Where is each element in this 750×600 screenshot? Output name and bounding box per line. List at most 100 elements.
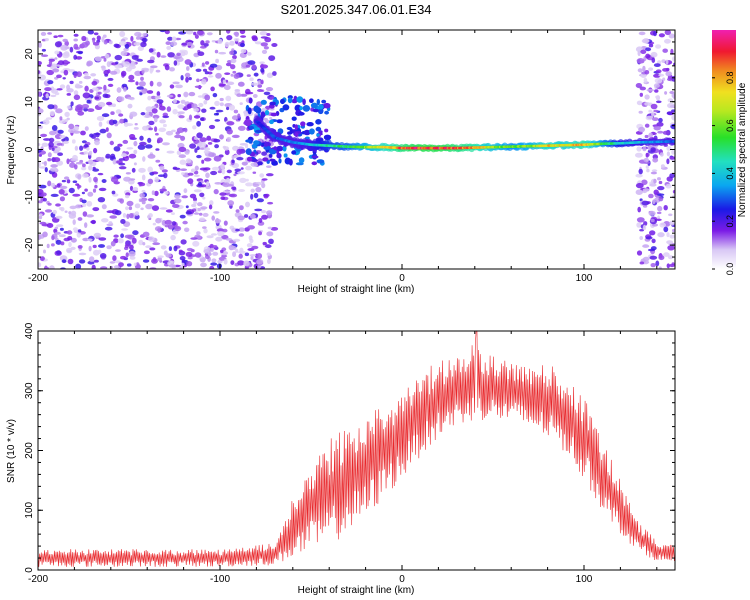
heatmap-noise-blob bbox=[145, 111, 150, 115]
heatmap-noise-blob bbox=[173, 98, 177, 104]
heatmap-noise-blob bbox=[38, 125, 43, 129]
heatmap-noise-blob bbox=[66, 247, 73, 254]
heatmap-noise-blob bbox=[107, 77, 114, 81]
heatmap-onset-blob bbox=[311, 155, 319, 159]
heatmap-noise-blob bbox=[138, 182, 146, 187]
heatmap-noise-blob bbox=[175, 84, 183, 89]
heatmap-noise-blob bbox=[166, 106, 172, 112]
heatmap-noise-blob bbox=[671, 93, 675, 98]
heatmap-noise-blob bbox=[666, 240, 673, 245]
heatmap-noise-blob bbox=[642, 244, 650, 248]
heatmap-noise-blob bbox=[81, 166, 87, 171]
heatmap-noise-blob bbox=[43, 249, 46, 254]
heatmap-noise-blob bbox=[93, 232, 102, 238]
heatmap-noise-blob bbox=[137, 33, 142, 38]
heatmap-noise-blob bbox=[74, 145, 79, 151]
heatmap-noise-blob bbox=[660, 164, 665, 169]
heatmap-noise-blob bbox=[256, 198, 264, 203]
heatmap-onset-blob bbox=[264, 110, 270, 116]
heatmap-noise-blob bbox=[53, 35, 58, 38]
heatmap-noise-blob bbox=[56, 143, 63, 146]
heatmap-noise-blob bbox=[252, 183, 260, 187]
heatmap-noise-blob bbox=[222, 190, 231, 193]
heatmap-noise-blob bbox=[132, 230, 139, 236]
heatmap-noise-blob bbox=[240, 49, 247, 54]
heatmap-noise-blob bbox=[121, 70, 127, 77]
heatmap-noise-blob bbox=[55, 215, 63, 219]
heatmap-noise-blob bbox=[658, 73, 665, 77]
heatmap-onset-blob bbox=[276, 119, 283, 124]
heatmap-noise-blob bbox=[141, 69, 145, 74]
heatmap-onset-blob bbox=[324, 128, 329, 133]
heatmap-noise-blob bbox=[129, 244, 134, 250]
heatmap-noise-blob bbox=[245, 165, 253, 171]
heatmap-noise-blob bbox=[98, 187, 107, 192]
heatmap-noise-blob bbox=[209, 200, 214, 206]
heatmap-noise-blob bbox=[152, 222, 157, 226]
heatmap-noise-blob bbox=[668, 33, 675, 39]
heatmap-noise-blob bbox=[68, 241, 72, 248]
heatmap-onset-blob bbox=[260, 99, 267, 105]
heatmap-noise-blob bbox=[114, 54, 123, 61]
heatmap-noise-blob bbox=[130, 35, 134, 42]
heatmap-noise-blob bbox=[76, 104, 83, 111]
heatmap-noise-blob bbox=[40, 133, 48, 138]
heatmap-noise-blob bbox=[196, 120, 202, 127]
heatmap-noise-blob bbox=[190, 168, 196, 173]
heatmap-noise-blob bbox=[142, 125, 149, 131]
heatmap-noise-blob bbox=[653, 178, 657, 184]
heatmap-noise-blob bbox=[72, 193, 81, 197]
heatmap-noise-blob bbox=[117, 143, 123, 147]
heatmap-noise-blob bbox=[42, 119, 50, 125]
heatmap-noise-blob bbox=[127, 96, 135, 100]
heatmap-noise-blob bbox=[64, 119, 68, 123]
heatmap-noise-blob bbox=[252, 171, 257, 174]
heatmap-noise-blob bbox=[179, 159, 187, 165]
heatmap-noise-blob bbox=[66, 88, 74, 93]
heatmap-noise-blob bbox=[645, 236, 653, 240]
heatmap-noise-blob bbox=[151, 205, 160, 212]
heatmap-noise-blob bbox=[243, 260, 250, 267]
heatmap-noise-blob bbox=[50, 94, 57, 98]
heatmap-noise-blob bbox=[635, 152, 643, 158]
heatmap-noise-blob bbox=[73, 72, 77, 79]
heatmap-noise-blob bbox=[267, 226, 272, 230]
heatmap-noise-blob bbox=[214, 182, 222, 185]
heatmap-noise-blob bbox=[140, 76, 144, 81]
heatmap-noise-blob bbox=[47, 158, 52, 162]
heatmap-noise-blob bbox=[217, 38, 223, 45]
heatmap-noise-blob bbox=[67, 236, 73, 241]
heatmap-noise-blob bbox=[77, 174, 82, 180]
heatmap-noise-blob bbox=[118, 162, 126, 166]
heatmap-noise-blob bbox=[169, 67, 175, 72]
heatmap-noise-blob bbox=[139, 92, 143, 96]
heatmap-onset-blob bbox=[302, 98, 306, 106]
heatmap-noise-blob bbox=[215, 109, 224, 113]
heatmap-noise-blob bbox=[240, 93, 248, 97]
heatmap-noise-blob bbox=[658, 180, 663, 185]
heatmap-noise-blob bbox=[154, 126, 158, 132]
heatmap-noise-blob bbox=[265, 39, 271, 42]
heatmap-noise-blob bbox=[183, 91, 189, 98]
heatmap-noise-blob bbox=[133, 126, 139, 130]
heatmap-noise-blob bbox=[97, 249, 102, 254]
y-tick-label: -10 bbox=[24, 190, 35, 205]
heatmap-noise-blob bbox=[69, 162, 76, 168]
heatmap-noise-blob bbox=[48, 141, 54, 148]
heatmap-noise-blob bbox=[55, 108, 63, 114]
heatmap-noise-blob bbox=[272, 71, 277, 76]
heatmap-noise-blob bbox=[650, 218, 655, 223]
heatmap-noise-blob bbox=[134, 123, 138, 126]
heatmap-noise-blob bbox=[72, 130, 81, 134]
heatmap-onset-blob bbox=[278, 158, 282, 164]
heatmap-noise-blob bbox=[123, 122, 129, 127]
heatmap-noise-blob bbox=[138, 239, 144, 246]
heatmap-noise-blob bbox=[133, 162, 137, 166]
heatmap-noise-blob bbox=[60, 241, 65, 246]
heatmap-noise-blob bbox=[201, 108, 207, 113]
heatmap-noise-blob bbox=[66, 93, 72, 96]
heatmap-noise-blob bbox=[201, 141, 206, 148]
heatmap-noise-blob bbox=[147, 137, 152, 143]
heatmap-noise-blob bbox=[147, 198, 155, 202]
heatmap-noise-blob bbox=[172, 204, 180, 208]
